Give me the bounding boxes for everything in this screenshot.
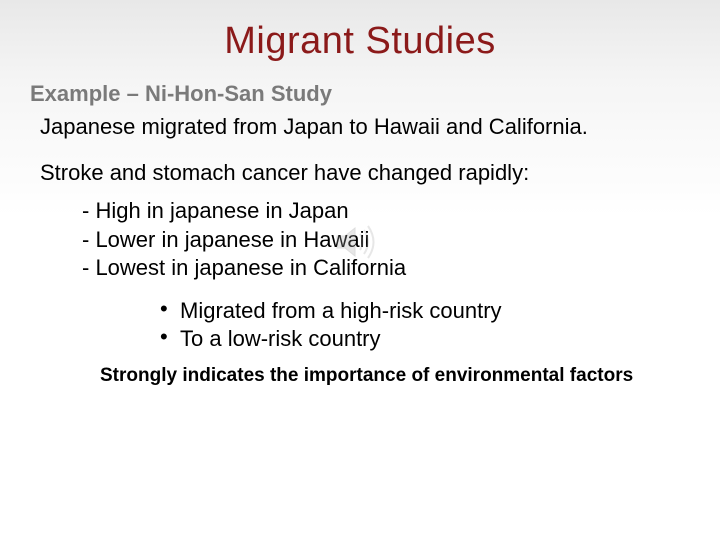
dash-item: - High in japanese in Japan: [82, 197, 680, 226]
findings-lead: Stroke and stomach cancer have changed r…: [40, 159, 680, 188]
conclusion-text: Strongly indicates the importance of env…: [100, 364, 680, 388]
dash-list: - High in japanese in Japan - Lower in j…: [82, 197, 680, 283]
intro-paragraph: Japanese migrated from Japan to Hawaii a…: [40, 113, 680, 141]
dash-item: - Lowest in japanese in California: [82, 254, 680, 283]
slide-title: Migrant Studies: [40, 20, 680, 63]
bullet-item: Migrated from a high-risk country: [160, 297, 680, 326]
bullet-item: To a low-risk country: [160, 325, 680, 354]
slide-subtitle: Example – Ni-Hon-San Study: [30, 81, 680, 107]
bullet-list: Migrated from a high-risk country To a l…: [160, 297, 680, 354]
dash-item: - Lower in japanese in Hawaii: [82, 226, 680, 255]
